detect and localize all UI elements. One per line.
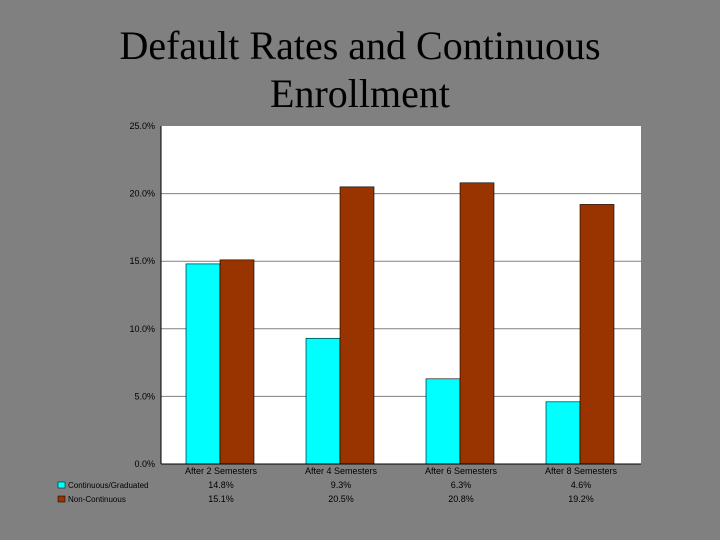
data-table-value: 9.3% — [331, 480, 352, 490]
bar-non-continuous — [339, 186, 375, 465]
y-tick-label: 25.0% — [129, 121, 155, 131]
y-tick-label: 15.0% — [129, 256, 155, 266]
data-table-value: 6.3% — [451, 480, 472, 490]
legend-label: Continuous/Graduated — [68, 481, 149, 490]
bar-non-continuous — [459, 182, 495, 465]
data-table-value: 20.8% — [448, 494, 474, 504]
bar-continuous — [545, 401, 581, 465]
bar-continuous — [305, 337, 341, 465]
y-tick-label: 5.0% — [134, 391, 155, 401]
y-tick-label: 10.0% — [129, 324, 155, 334]
data-table-value: 4.6% — [571, 480, 592, 490]
data-table-value: 20.5% — [328, 494, 354, 504]
legend-label: Non-Continuous — [68, 495, 126, 504]
slide-title-line-1: Default Rates and Continuous — [119, 23, 601, 68]
data-table-value: 19.2% — [568, 494, 594, 504]
y-tick-label: 0.0% — [134, 459, 155, 469]
category-label: After 2 Semesters — [185, 466, 258, 476]
category-label: After 4 Semesters — [305, 466, 378, 476]
category-label: After 6 Semesters — [425, 466, 498, 476]
category-label: After 8 Semesters — [545, 466, 618, 476]
legend-swatch — [57, 495, 66, 503]
slide-title: Default Rates and Continuous Enrollment — [0, 22, 720, 118]
data-table-value: 15.1% — [208, 494, 234, 504]
data-table-value: 14.8% — [208, 480, 234, 490]
bar-continuous — [185, 263, 221, 465]
bar-non-continuous — [579, 204, 615, 465]
bar-continuous — [425, 378, 461, 465]
legend-swatch — [57, 481, 66, 489]
bar-non-continuous — [219, 259, 255, 465]
slide-title-line-2: Enrollment — [270, 71, 450, 116]
y-tick-label: 20.0% — [129, 189, 155, 199]
